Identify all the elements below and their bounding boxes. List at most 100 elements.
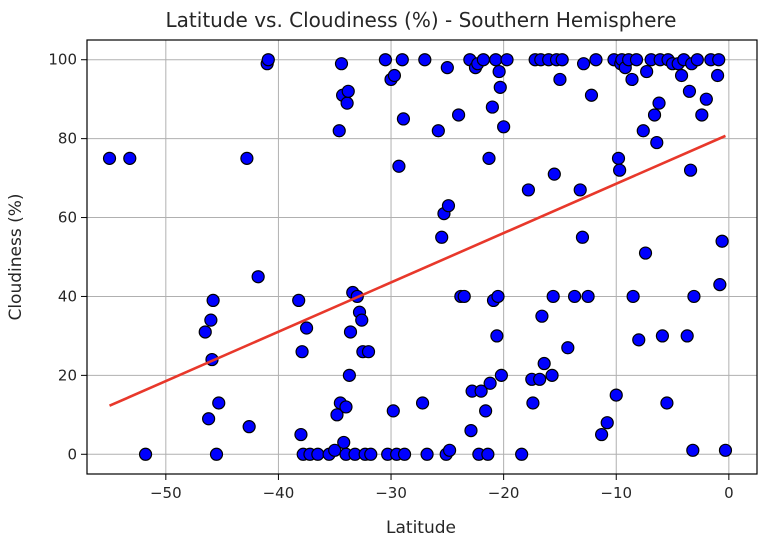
data-point [330, 408, 344, 422]
data-point [482, 151, 496, 165]
data-point [395, 53, 409, 67]
data-point [198, 325, 212, 339]
data-point [613, 163, 627, 177]
y-tick-label: 40 [58, 287, 77, 305]
data-point [490, 329, 504, 343]
x-axis-label: Latitude [386, 518, 456, 538]
data-point [650, 135, 664, 150]
data-point [715, 234, 729, 248]
data-point [647, 108, 662, 122]
data-point [441, 199, 456, 213]
plot-area-frame [86, 39, 758, 475]
data-point [581, 289, 595, 304]
data-point [202, 412, 216, 426]
data-point [575, 230, 590, 244]
y-axis-ticks: 0 20 40 60 80 100 [48, 51, 87, 463]
data-point [545, 368, 559, 382]
data-point [343, 325, 358, 339]
data-point [418, 53, 432, 67]
grid-lines [87, 40, 757, 474]
data-point [625, 72, 639, 87]
data-point [242, 420, 256, 434]
data-point [396, 112, 411, 126]
data-point [492, 64, 506, 79]
data-point [386, 404, 400, 418]
data-point [515, 447, 529, 461]
data-point [387, 68, 402, 83]
data-point [547, 167, 561, 181]
data-point [690, 53, 704, 67]
data-point [535, 309, 549, 323]
data-point [240, 151, 254, 165]
data-point [342, 368, 356, 382]
data-point [341, 84, 355, 98]
data-point [493, 80, 507, 94]
data-point [212, 396, 226, 410]
data-point [355, 313, 369, 327]
data-point [440, 61, 454, 75]
data-point [655, 329, 670, 343]
data-point [537, 356, 551, 371]
data-point [567, 289, 582, 304]
data-point [340, 96, 354, 110]
data-point [629, 53, 644, 67]
data-point [710, 68, 725, 83]
data-point [397, 447, 412, 461]
regression-line [108, 134, 726, 407]
data-point [102, 151, 117, 165]
data-point [138, 447, 153, 461]
data-point [584, 88, 599, 102]
data-point [415, 396, 430, 410]
data-point [364, 447, 378, 461]
data-point [687, 289, 701, 304]
data-point [209, 447, 224, 461]
data-point [479, 404, 493, 418]
y-axis-label: Cloudiness (%) [6, 193, 26, 320]
data-point [295, 345, 309, 359]
data-point [500, 53, 514, 67]
x-tick-label: −30 [375, 484, 407, 502]
data-point [294, 427, 308, 442]
data-points [102, 53, 733, 461]
data-point [546, 289, 560, 304]
data-point [573, 183, 587, 197]
data-point [204, 313, 218, 327]
data-point [686, 443, 700, 457]
data-point [457, 289, 471, 304]
data-point [695, 108, 709, 122]
data-point [489, 53, 503, 67]
data-point [123, 151, 137, 165]
data-point [683, 163, 698, 177]
data-point [680, 329, 694, 343]
data-point [261, 53, 275, 67]
x-axis-ticks: −50 −40 −30 −20 −10 0 [150, 474, 734, 502]
data-point [337, 435, 351, 450]
x-tick-label: −50 [150, 484, 182, 502]
data-point [699, 92, 713, 106]
data-point [640, 64, 654, 79]
data-point [526, 396, 540, 410]
data-point [494, 368, 508, 382]
data-point [626, 289, 640, 304]
data-point [555, 53, 569, 67]
data-point [485, 100, 499, 114]
x-tick-label: −20 [488, 484, 520, 502]
data-point [299, 321, 314, 335]
data-point [334, 57, 349, 71]
data-point [206, 293, 220, 307]
data-point [674, 68, 689, 83]
data-point [533, 372, 547, 386]
data-point [609, 388, 623, 402]
x-tick-label: −40 [263, 484, 295, 502]
data-point [378, 53, 393, 67]
y-tick-label: 60 [58, 209, 77, 227]
data-point [483, 376, 497, 390]
data-point [713, 278, 727, 292]
data-point [442, 443, 457, 457]
data-point [589, 53, 603, 67]
data-point [476, 53, 490, 67]
data-point [718, 443, 733, 457]
data-point [431, 124, 445, 138]
